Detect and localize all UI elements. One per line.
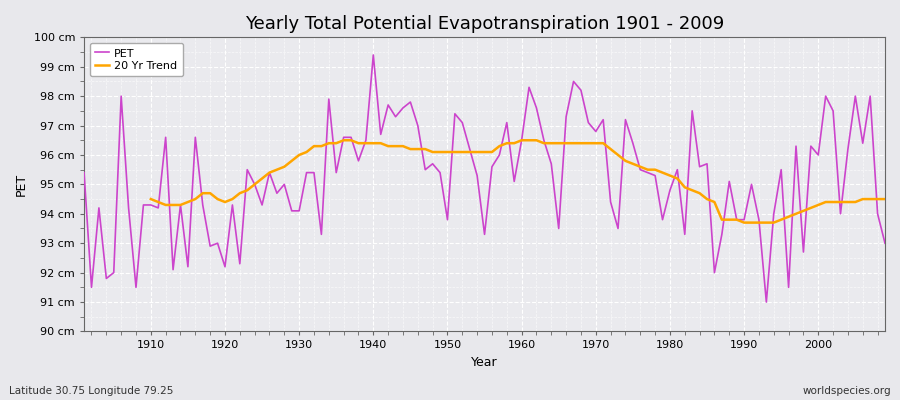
Text: worldspecies.org: worldspecies.org xyxy=(803,386,891,396)
20 Yr Trend xyxy=(508,141,519,146)
PET xyxy=(524,85,535,90)
20 Yr Trend xyxy=(517,138,527,143)
20 Yr Trend xyxy=(302,150,312,154)
PET xyxy=(760,300,771,304)
PET xyxy=(138,202,148,207)
20 Yr Trend xyxy=(605,147,616,152)
20 Yr Trend xyxy=(879,197,890,202)
PET xyxy=(517,138,527,143)
X-axis label: Year: Year xyxy=(472,356,498,369)
Title: Yearly Total Potential Evapotranspiration 1901 - 2009: Yearly Total Potential Evapotranspiratio… xyxy=(245,15,724,33)
PET xyxy=(613,226,624,231)
PET xyxy=(879,241,890,246)
PET xyxy=(302,170,312,175)
Legend: PET, 20 Yr Trend: PET, 20 Yr Trend xyxy=(90,43,183,76)
Text: Latitude 30.75 Longitude 79.25: Latitude 30.75 Longitude 79.25 xyxy=(9,386,174,396)
PET xyxy=(346,135,356,140)
20 Yr Trend xyxy=(346,138,356,143)
Line: PET: PET xyxy=(84,55,885,302)
PET xyxy=(78,170,89,175)
Line: 20 Yr Trend: 20 Yr Trend xyxy=(151,140,885,223)
Y-axis label: PET: PET xyxy=(15,173,28,196)
PET xyxy=(368,52,379,57)
